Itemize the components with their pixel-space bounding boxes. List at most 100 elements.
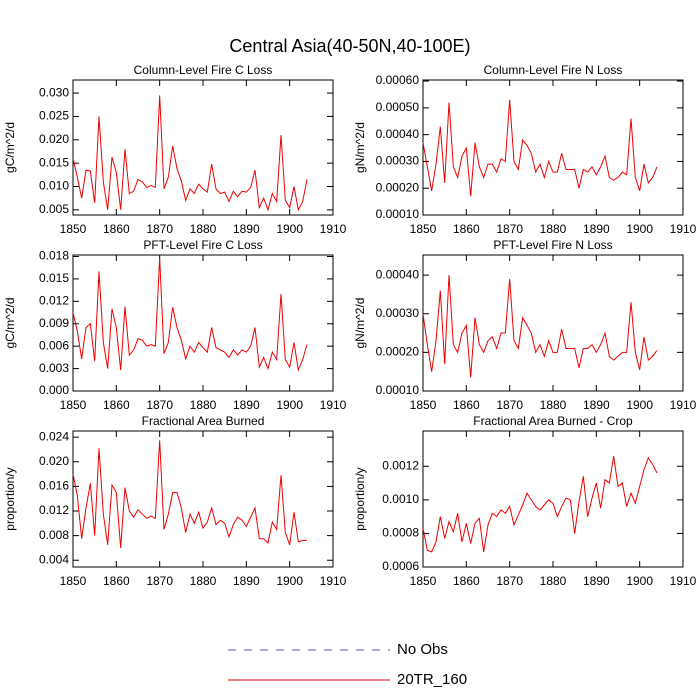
plot-frame xyxy=(422,79,684,216)
panel-title: PFT-Level Fire N Loss xyxy=(493,238,612,252)
x-tick-label: 1890 xyxy=(233,222,260,236)
plot-frame xyxy=(422,254,684,392)
x-tick-label: 1890 xyxy=(233,574,260,588)
y-tick-label: 0.015 xyxy=(39,271,69,285)
y-tick-label: 0.020 xyxy=(39,454,69,468)
x-tick-label: 1860 xyxy=(103,574,130,588)
x-tick-label: 1850 xyxy=(60,398,87,412)
x-tick-label: 1880 xyxy=(190,398,217,412)
x-tick-label: 1870 xyxy=(496,398,523,412)
data-line xyxy=(422,275,658,378)
x-tick-label: 1910 xyxy=(320,398,347,412)
legend-label: No Obs xyxy=(397,641,448,658)
x-tick-label: 1880 xyxy=(190,574,217,588)
data-line xyxy=(422,456,658,553)
y-tick-label: 0.000 xyxy=(39,383,69,397)
y-tick-label: 0.004 xyxy=(39,552,69,566)
y-tick-label: 0.003 xyxy=(39,361,69,375)
y-axis-label: proportion/y xyxy=(3,467,17,530)
y-tick-label: 0.0008 xyxy=(382,526,419,540)
x-tick-label: 1870 xyxy=(146,398,173,412)
y-tick-label: 0.015 xyxy=(39,155,69,169)
panel-title: PFT-Level Fire C Loss xyxy=(143,238,262,252)
y-tick-label: 0.024 xyxy=(39,429,69,443)
x-tick-label: 1900 xyxy=(626,398,653,412)
x-tick-label: 1860 xyxy=(453,222,480,236)
x-tick-label: 1880 xyxy=(190,222,217,236)
y-tick-label: 0.018 xyxy=(39,249,69,263)
x-tick-label: 1860 xyxy=(453,574,480,588)
x-tick-label: 1860 xyxy=(103,222,130,236)
x-tick-label: 1860 xyxy=(103,398,130,412)
panel-title: Column-Level Fire N Loss xyxy=(484,63,623,77)
y-tick-label: 0.025 xyxy=(39,109,69,123)
data-line xyxy=(72,257,308,372)
x-tick-label: 1860 xyxy=(453,398,480,412)
x-tick-label: 1890 xyxy=(233,398,260,412)
plot-frame xyxy=(72,430,334,568)
x-tick-label: 1890 xyxy=(583,574,610,588)
plot-frame xyxy=(72,254,334,392)
y-tick-label: 0.00050 xyxy=(376,100,420,114)
x-tick-label: 1870 xyxy=(146,222,173,236)
x-tick-label: 1900 xyxy=(626,222,653,236)
x-tick-label: 1910 xyxy=(670,222,697,236)
y-tick-label: 0.00020 xyxy=(376,180,420,194)
x-tick-label: 1850 xyxy=(410,398,437,412)
y-tick-label: 0.0010 xyxy=(382,492,419,506)
x-tick-label: 1880 xyxy=(540,398,567,412)
y-tick-label: 0.00010 xyxy=(376,207,420,221)
y-axis-label: gC/m^2/d xyxy=(3,122,17,173)
figure-title: Central Asia(40-50N,40-100E) xyxy=(229,36,470,56)
x-tick-label: 1880 xyxy=(540,222,567,236)
y-tick-label: 0.012 xyxy=(39,294,69,308)
x-tick-label: 1890 xyxy=(583,222,610,236)
x-tick-label: 1850 xyxy=(60,574,87,588)
y-tick-label: 0.00040 xyxy=(376,127,420,141)
y-tick-label: 0.006 xyxy=(39,338,69,352)
y-tick-label: 0.016 xyxy=(39,479,69,493)
y-axis-label: gN/m^2/d xyxy=(353,122,367,173)
x-tick-label: 1900 xyxy=(626,574,653,588)
x-tick-label: 1880 xyxy=(540,574,567,588)
plot-frame xyxy=(422,430,684,568)
y-axis-label: gC/m^2/d xyxy=(3,298,17,349)
y-tick-label: 0.00010 xyxy=(376,383,420,397)
y-tick-label: 0.00040 xyxy=(376,267,420,281)
y-axis-label: proportion/y xyxy=(353,467,367,530)
y-tick-label: 0.00030 xyxy=(376,154,420,168)
data-line xyxy=(422,99,658,197)
y-tick-label: 0.00030 xyxy=(376,306,420,320)
x-tick-label: 1910 xyxy=(320,222,347,236)
x-tick-label: 1870 xyxy=(496,222,523,236)
plot-frame xyxy=(72,79,334,216)
y-tick-label: 0.010 xyxy=(39,179,69,193)
y-tick-label: 0.0006 xyxy=(382,559,419,573)
panel-title: Column-Level Fire C Loss xyxy=(134,63,273,77)
panel-title: Fractional Area Burned xyxy=(142,414,265,428)
legend-label: 20TR_160 xyxy=(397,671,467,688)
x-tick-label: 1850 xyxy=(60,222,87,236)
y-tick-label: 0.005 xyxy=(39,202,69,216)
y-tick-label: 0.0012 xyxy=(382,458,419,472)
x-tick-label: 1910 xyxy=(670,398,697,412)
x-tick-label: 1910 xyxy=(670,574,697,588)
y-tick-label: 0.020 xyxy=(39,132,69,146)
x-tick-label: 1870 xyxy=(146,574,173,588)
x-tick-label: 1910 xyxy=(320,574,347,588)
y-tick-label: 0.00060 xyxy=(376,73,420,87)
y-tick-label: 0.012 xyxy=(39,503,69,517)
y-tick-label: 0.030 xyxy=(39,85,69,99)
y-tick-label: 0.009 xyxy=(39,316,69,330)
y-tick-label: 0.008 xyxy=(39,528,69,542)
x-tick-label: 1890 xyxy=(583,398,610,412)
x-tick-label: 1850 xyxy=(410,222,437,236)
y-tick-label: 0.00020 xyxy=(376,345,420,359)
x-tick-label: 1900 xyxy=(276,222,303,236)
data-line xyxy=(72,95,308,212)
x-tick-label: 1870 xyxy=(496,574,523,588)
x-tick-label: 1900 xyxy=(276,574,303,588)
y-axis-label: gN/m^2/d xyxy=(353,298,367,349)
x-tick-label: 1900 xyxy=(276,398,303,412)
